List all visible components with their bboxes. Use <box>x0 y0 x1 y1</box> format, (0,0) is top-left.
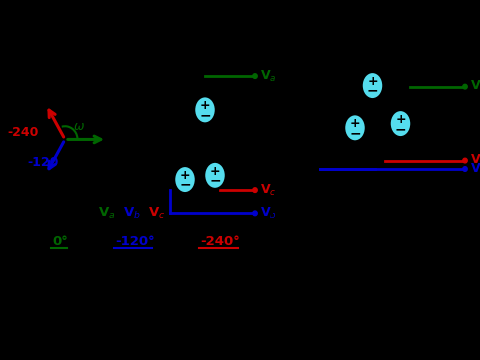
Text: V$_b$: V$_b$ <box>470 161 480 176</box>
Ellipse shape <box>194 96 216 123</box>
Text: $+\,j\,\frac{\sqrt{3}}{2}$: $+\,j\,\frac{\sqrt{3}}{2}$ <box>34 85 65 109</box>
Text: −: − <box>209 174 221 188</box>
Text: V$_c$: V$_c$ <box>260 183 276 198</box>
Text: +: + <box>200 99 210 112</box>
Text: it is not possible: it is not possible <box>309 208 399 219</box>
Text: when balanced:: when balanced: <box>5 207 110 220</box>
Text: V$_a$: V$_a$ <box>260 68 276 84</box>
Text: + V: + V <box>155 235 181 248</box>
Circle shape <box>253 74 257 78</box>
Text: note:: note: <box>270 207 305 220</box>
Text: connection with: connection with <box>280 255 369 265</box>
Text: = V: = V <box>5 235 31 248</box>
Text: +: + <box>367 75 378 88</box>
Text: V$_a$: V$_a$ <box>470 79 480 94</box>
Text: -240°: -240° <box>200 235 240 248</box>
Text: $\omega$: $\omega$ <box>73 120 85 133</box>
Text: + V: + V <box>70 235 96 248</box>
Text: Δ-Configuration: Δ-Configuration <box>318 45 422 58</box>
Text: -120: -120 <box>27 156 59 169</box>
Text: Y-Configruation: Y-Configruation <box>159 45 261 58</box>
Text: P: P <box>32 240 39 250</box>
Ellipse shape <box>344 114 366 141</box>
Text: V$_c$: V$_c$ <box>148 206 165 221</box>
Text: V$_b$: V$_b$ <box>123 206 141 221</box>
Text: −: − <box>349 126 361 140</box>
Text: -240: -240 <box>7 126 38 139</box>
Text: N: N <box>244 141 254 154</box>
Text: P: P <box>182 240 189 250</box>
Text: −: − <box>395 122 406 136</box>
Text: +: + <box>395 113 406 126</box>
Text: +: + <box>138 207 149 220</box>
Ellipse shape <box>361 72 384 99</box>
Circle shape <box>253 211 257 216</box>
Ellipse shape <box>174 166 196 193</box>
Text: $-\!\frac{1}{2}$: $-\!\frac{1}{2}$ <box>13 88 28 110</box>
Text: V$_a$: V$_a$ <box>98 206 115 221</box>
Text: $\angle$: $\angle$ <box>190 235 203 249</box>
Text: 0°: 0° <box>52 235 68 248</box>
Text: +: + <box>113 207 124 220</box>
Text: Two Types of 3 Phase Source Configurations: Two Types of 3 Phase Source Configuratio… <box>50 26 430 41</box>
Text: to have a neutral: to have a neutral <box>280 231 376 242</box>
Text: $\angle$: $\angle$ <box>105 235 118 249</box>
Circle shape <box>238 148 242 152</box>
Text: +: + <box>350 117 360 130</box>
Text: $\angle$: $\angle$ <box>40 235 52 249</box>
Ellipse shape <box>204 162 226 189</box>
Text: −: − <box>367 84 378 98</box>
Text: +: + <box>210 165 220 177</box>
Text: V$_b$: V$_b$ <box>260 206 277 221</box>
Text: -120°: -120° <box>115 235 155 248</box>
Circle shape <box>463 158 467 163</box>
Text: = 0 + j0 = 0: = 0 + j0 = 0 <box>5 262 98 276</box>
Text: a Δ-configuration: a Δ-configuration <box>280 278 376 288</box>
Text: +: + <box>180 169 190 182</box>
Circle shape <box>253 188 257 193</box>
Text: V$_c$: V$_c$ <box>470 153 480 168</box>
Text: −: − <box>179 178 191 192</box>
Circle shape <box>463 167 467 171</box>
Circle shape <box>463 84 467 89</box>
Text: P: P <box>97 240 104 250</box>
Text: −: − <box>199 108 211 122</box>
Ellipse shape <box>389 110 411 137</box>
